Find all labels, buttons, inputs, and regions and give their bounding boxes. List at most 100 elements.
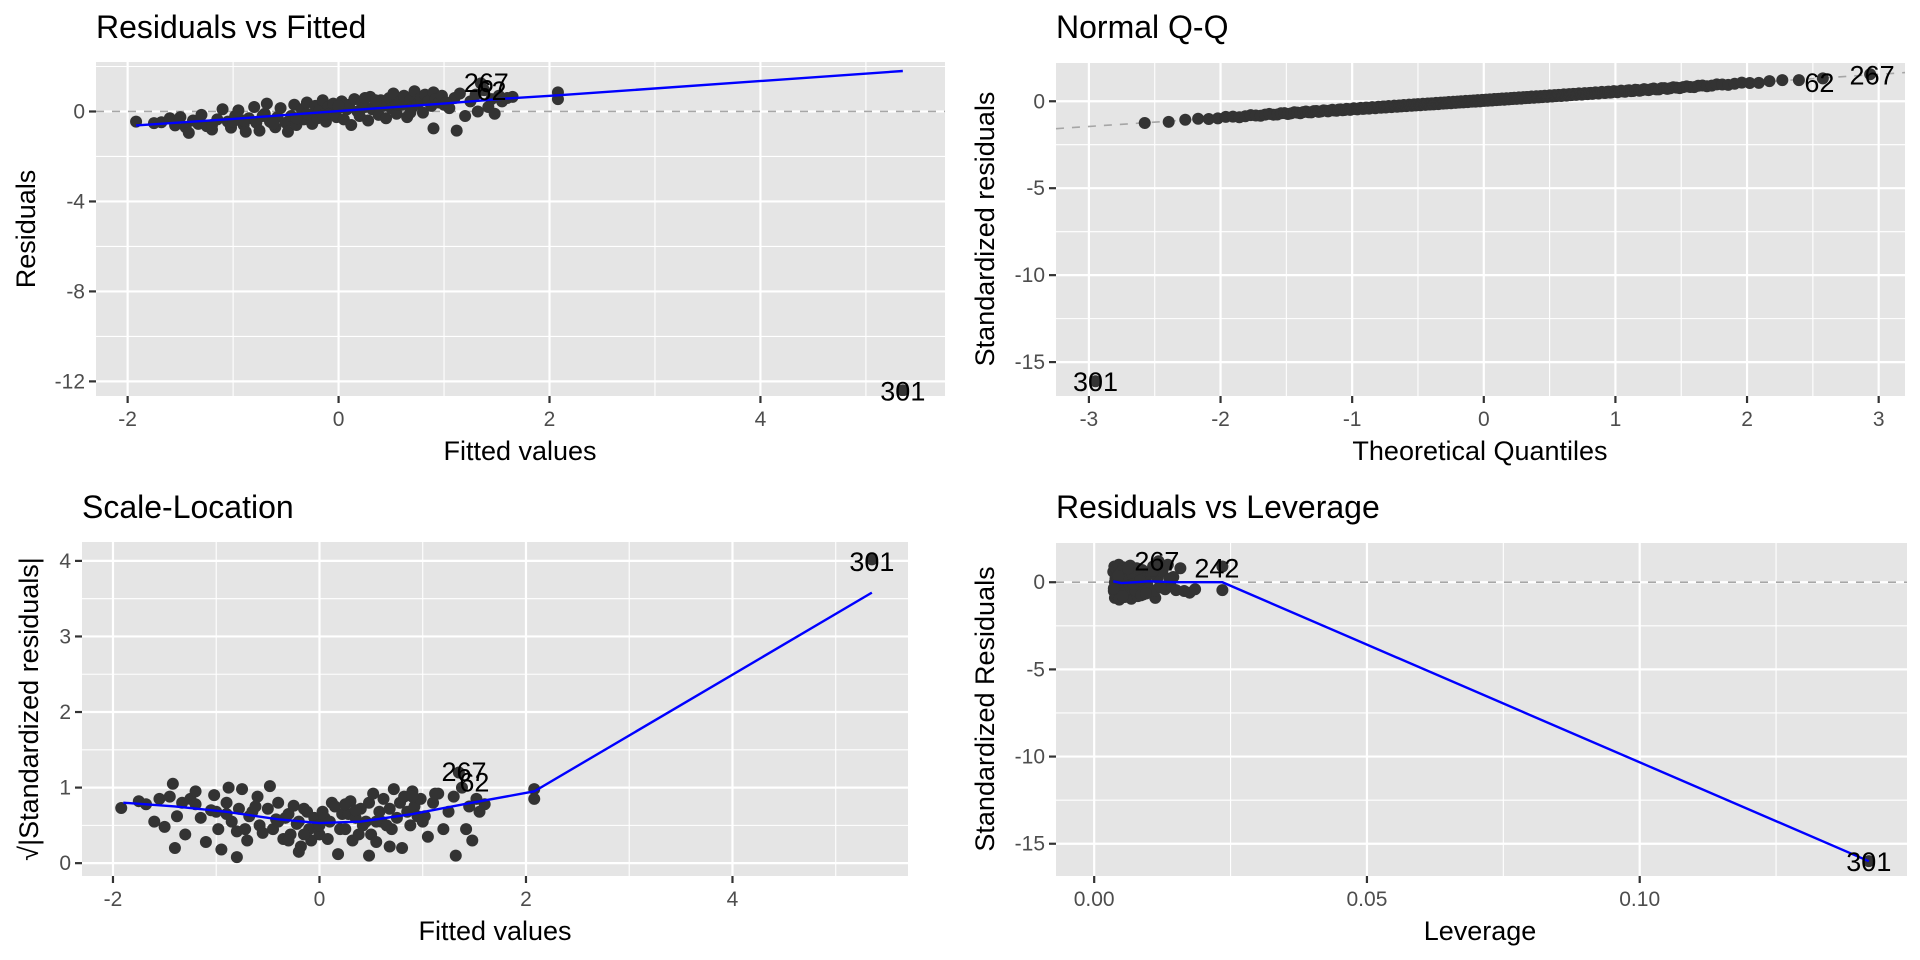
data-point xyxy=(153,792,166,805)
data-point xyxy=(115,801,128,814)
data-point xyxy=(316,108,329,121)
data-point xyxy=(404,819,417,832)
y-tick-label: -5 xyxy=(1026,177,1045,200)
x-tick-label: 0 xyxy=(1478,408,1490,431)
data-point xyxy=(383,840,396,853)
data-point xyxy=(452,766,465,779)
y-tick-label: -10 xyxy=(1015,264,1045,287)
data-point xyxy=(282,834,295,847)
data-point xyxy=(158,820,171,833)
data-point xyxy=(450,124,463,137)
data-layer xyxy=(1107,555,1875,868)
data-point xyxy=(232,802,245,815)
data-point xyxy=(220,796,233,809)
data-point xyxy=(206,118,219,131)
data-point xyxy=(182,126,195,139)
y-tick-label: -8 xyxy=(66,280,85,303)
panel-background xyxy=(82,542,908,876)
data-point xyxy=(274,102,287,115)
panel-title: Normal Q-Q xyxy=(1056,9,1228,45)
data-point xyxy=(1154,581,1167,594)
data-point xyxy=(1107,582,1120,595)
point-label: 62 xyxy=(459,768,489,798)
data-point xyxy=(478,84,491,97)
data-point xyxy=(363,796,376,809)
y-tick-label: 0 xyxy=(59,852,71,875)
plot-area: 0.00 0.05 0.10 0 -5 -10 -15 267 242 301 xyxy=(1015,543,1907,911)
x-tick-label: -3 xyxy=(1080,408,1099,431)
data-point xyxy=(332,99,345,112)
qq-point xyxy=(1816,72,1829,85)
data-point xyxy=(455,781,468,794)
smooth-line xyxy=(135,69,903,127)
x-tick-label: 4 xyxy=(755,408,767,431)
data-point xyxy=(345,118,358,131)
qq-point xyxy=(1202,113,1215,126)
data-point xyxy=(237,114,250,127)
data-point xyxy=(460,823,473,836)
y-tick-label: 4 xyxy=(59,550,71,573)
y-tick-label: -12 xyxy=(55,370,85,393)
data-point xyxy=(241,834,254,847)
qq-point xyxy=(1776,74,1789,87)
data-point xyxy=(168,842,181,855)
data-point xyxy=(377,792,390,805)
data-point xyxy=(267,117,280,130)
x-tick-label: 0 xyxy=(314,888,326,911)
data-point xyxy=(287,799,300,812)
data-point xyxy=(370,835,383,848)
data-point xyxy=(163,790,176,803)
y-tick-label: 0 xyxy=(73,100,85,123)
point-label: 242 xyxy=(1194,553,1239,583)
qq-point xyxy=(1763,75,1776,88)
data-point xyxy=(174,111,187,124)
y-axis-title: Standardized Residuals xyxy=(970,566,1000,851)
y-tick-label: 3 xyxy=(59,625,71,648)
x-axis-title: Fitted values xyxy=(443,436,596,466)
data-point xyxy=(528,792,541,805)
data-point xyxy=(349,804,362,817)
point-label: 267 xyxy=(464,68,509,98)
data-point xyxy=(199,835,212,848)
data-point xyxy=(488,107,501,120)
qq-point xyxy=(1792,74,1805,87)
data-point xyxy=(1189,583,1202,596)
smooth-line xyxy=(123,591,873,825)
qq-point xyxy=(1162,115,1175,128)
data-point xyxy=(390,98,403,111)
qq-point xyxy=(1179,113,1192,126)
x-tick-label: -2 xyxy=(1211,408,1230,431)
panel-title: Residuals vs Fitted xyxy=(96,9,366,45)
data-point xyxy=(189,785,202,798)
y-tick-label: -15 xyxy=(1015,351,1045,374)
data-point xyxy=(179,828,192,841)
qq-point xyxy=(1192,112,1205,125)
data-point xyxy=(416,106,429,119)
data-point xyxy=(261,802,274,815)
data-point xyxy=(506,90,519,103)
data-point xyxy=(429,787,442,800)
qq-point xyxy=(1752,76,1765,89)
data-point xyxy=(216,103,229,116)
data-point xyxy=(1134,574,1147,587)
data-point xyxy=(437,823,450,836)
x-tick-label: 2 xyxy=(544,408,556,431)
point-label: 301 xyxy=(849,547,894,577)
x-tick-label: -2 xyxy=(104,888,123,911)
data-point xyxy=(170,810,183,823)
data-point xyxy=(212,823,225,836)
data-point xyxy=(1112,570,1125,583)
data-point xyxy=(362,114,375,127)
qq-point xyxy=(1743,77,1756,90)
data-point xyxy=(390,107,403,120)
point-label: 62 xyxy=(476,76,506,106)
data-point xyxy=(453,87,466,100)
y-tick-label: 1 xyxy=(59,777,71,800)
x-axis-title: Fitted values xyxy=(418,916,571,946)
point-label: 301 xyxy=(1846,847,1891,877)
data-point xyxy=(339,798,352,811)
data-layer xyxy=(115,553,878,864)
